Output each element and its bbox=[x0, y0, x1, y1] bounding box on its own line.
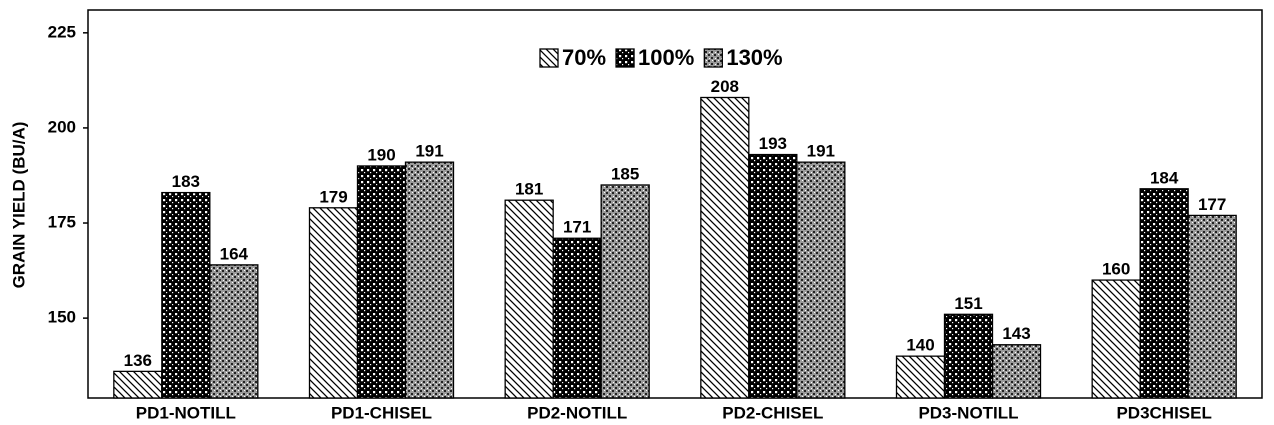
bar bbox=[552, 237, 602, 399]
bar bbox=[943, 313, 994, 399]
legend-label: 100% bbox=[638, 45, 694, 70]
y-tick-label: 225 bbox=[48, 22, 76, 41]
value-label: 143 bbox=[1002, 324, 1030, 343]
value-label: 140 bbox=[906, 336, 934, 355]
bar bbox=[113, 370, 163, 399]
legend-label: 70% bbox=[562, 45, 606, 70]
y-tick-label: 200 bbox=[48, 117, 76, 136]
y-tick-label: 150 bbox=[48, 308, 76, 327]
bar bbox=[404, 161, 455, 399]
x-tick-label: PD1-CHISEL bbox=[331, 403, 432, 422]
value-label: 183 bbox=[172, 172, 200, 191]
bar bbox=[356, 165, 407, 399]
value-label: 136 bbox=[124, 351, 152, 370]
x-tick-label: PD2-CHISEL bbox=[722, 403, 823, 422]
x-tick-label: PD3CHISEL bbox=[1116, 403, 1211, 422]
value-label: 179 bbox=[319, 187, 347, 206]
bar bbox=[796, 161, 846, 399]
bar bbox=[1091, 279, 1141, 399]
value-label: 177 bbox=[1198, 195, 1226, 214]
value-label: 160 bbox=[1102, 260, 1130, 279]
bar bbox=[991, 344, 1042, 399]
legend-swatch bbox=[539, 48, 559, 68]
legend-swatch bbox=[615, 48, 635, 68]
value-label: 151 bbox=[954, 294, 982, 313]
legend-label: 130% bbox=[726, 45, 782, 70]
bar bbox=[1139, 188, 1189, 399]
value-label: 185 bbox=[611, 164, 639, 183]
bar bbox=[600, 184, 650, 399]
bar bbox=[700, 96, 750, 399]
x-tick-label: PD2-NOTILL bbox=[527, 403, 627, 422]
bar bbox=[1187, 214, 1237, 399]
bar bbox=[308, 207, 359, 399]
value-label: 181 bbox=[515, 180, 543, 199]
plot-frame bbox=[87, 9, 1263, 399]
x-tick-label: PD3-NOTILL bbox=[918, 403, 1018, 422]
value-label: 191 bbox=[807, 142, 835, 161]
y-axis-label: GRAIN YIELD (BU/A) bbox=[9, 122, 28, 289]
value-label: 191 bbox=[415, 142, 443, 161]
value-label: 171 bbox=[563, 218, 591, 237]
bar bbox=[748, 153, 798, 399]
bar bbox=[161, 191, 211, 399]
value-label: 184 bbox=[1150, 168, 1179, 187]
bar bbox=[209, 264, 259, 399]
bar bbox=[895, 355, 946, 399]
legend-swatch bbox=[703, 48, 723, 68]
value-label: 193 bbox=[759, 134, 787, 153]
value-label: 190 bbox=[367, 145, 395, 164]
y-tick-label: 175 bbox=[48, 213, 76, 232]
value-label: 208 bbox=[711, 77, 739, 96]
value-label: 164 bbox=[220, 244, 249, 263]
bar bbox=[504, 199, 554, 399]
x-tick-label: PD1-NOTILL bbox=[136, 403, 236, 422]
